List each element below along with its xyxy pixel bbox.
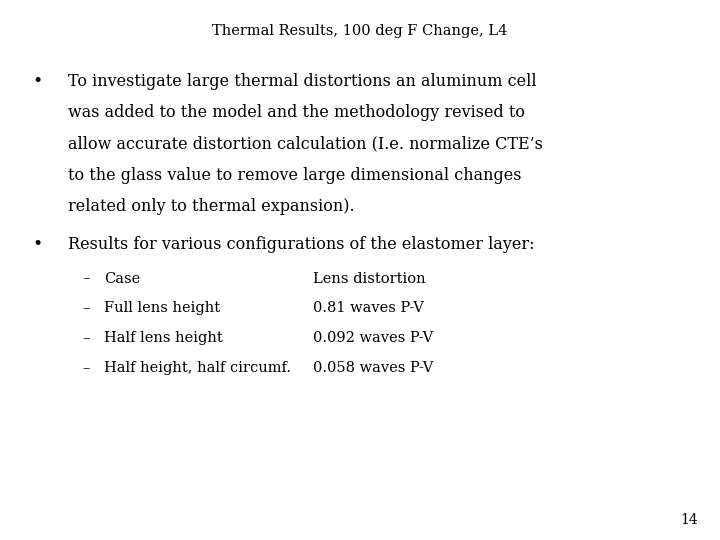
Text: Thermal Results, 100 deg F Change, L4: Thermal Results, 100 deg F Change, L4: [212, 24, 508, 38]
Text: –: –: [83, 272, 90, 286]
Text: 0.092 waves P-V: 0.092 waves P-V: [313, 331, 433, 345]
Text: was added to the model and the methodology revised to: was added to the model and the methodolo…: [68, 104, 526, 121]
Text: –: –: [83, 301, 90, 315]
Text: To investigate large thermal distortions an aluminum cell: To investigate large thermal distortions…: [68, 73, 537, 90]
Text: 0.81 waves P-V: 0.81 waves P-V: [313, 301, 424, 315]
Text: –: –: [83, 331, 90, 345]
Text: Case: Case: [104, 272, 140, 286]
Text: 0.058 waves P-V: 0.058 waves P-V: [313, 361, 433, 375]
Text: Results for various configurations of the elastomer layer:: Results for various configurations of th…: [68, 236, 535, 253]
Text: 14: 14: [680, 512, 698, 526]
Text: to the glass value to remove large dimensional changes: to the glass value to remove large dimen…: [68, 167, 522, 184]
Text: –: –: [83, 361, 90, 375]
Text: Half height, half circumf.: Half height, half circumf.: [104, 361, 292, 375]
Text: related only to thermal expansion).: related only to thermal expansion).: [68, 198, 355, 215]
Text: •: •: [32, 236, 42, 253]
Text: Full lens height: Full lens height: [104, 301, 220, 315]
Text: Half lens height: Half lens height: [104, 331, 223, 345]
Text: Lens distortion: Lens distortion: [313, 272, 426, 286]
Text: •: •: [32, 73, 42, 90]
Text: allow accurate distortion calculation (I.e. normalize CTE’s: allow accurate distortion calculation (I…: [68, 136, 544, 152]
